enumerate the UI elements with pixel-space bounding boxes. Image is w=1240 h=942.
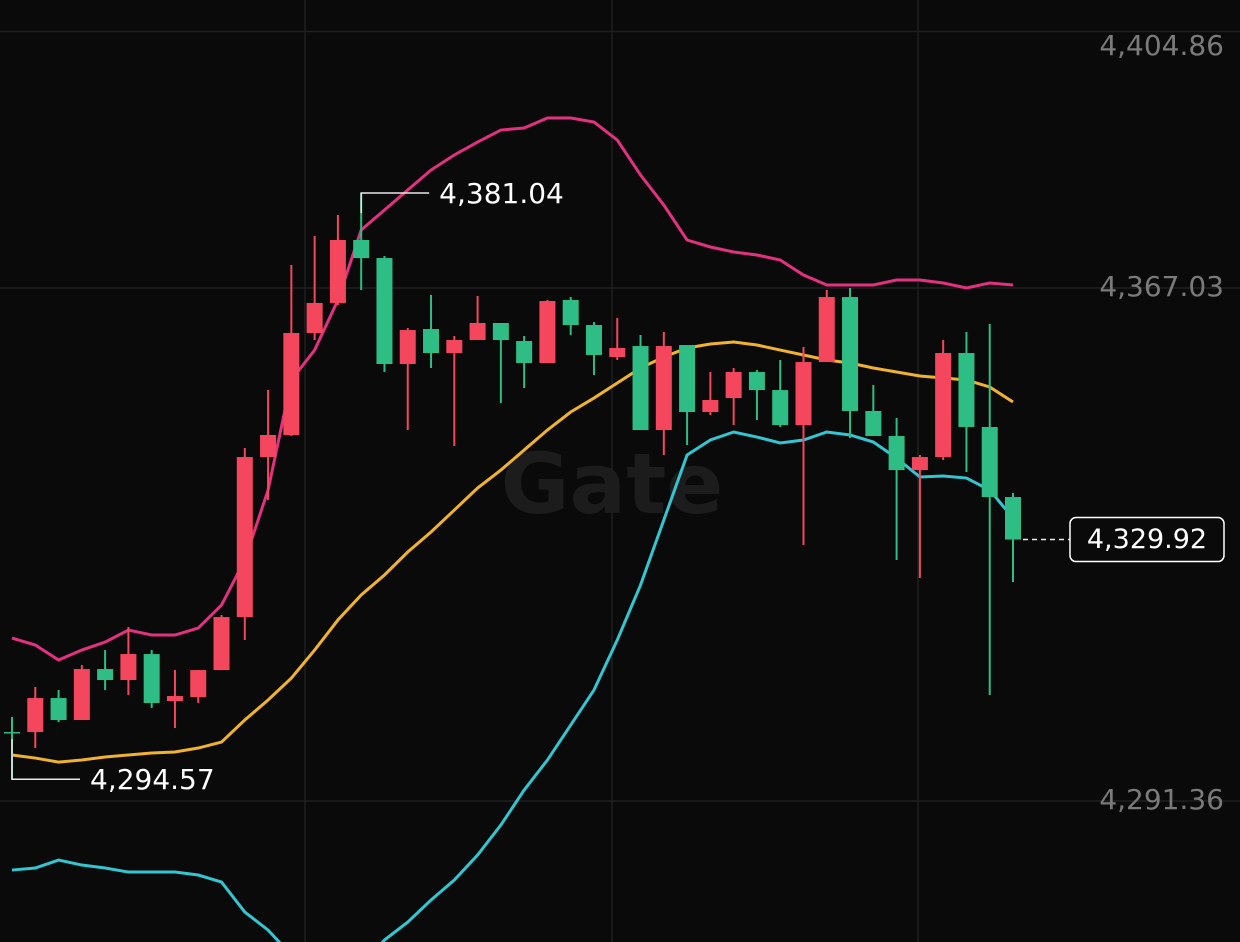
candle-body — [469, 322, 486, 341]
candle-body — [725, 372, 742, 399]
candle-body — [213, 617, 230, 671]
annotation-label: 4,381.04 — [439, 177, 564, 210]
candle-body — [4, 732, 20, 734]
candle-body — [842, 297, 859, 411]
candle-body — [143, 654, 160, 704]
y-tick-label: 4,404.86 — [1099, 29, 1224, 62]
candle-body — [120, 654, 137, 681]
indicator-line — [11, 430, 1015, 942]
candle-body — [190, 670, 207, 698]
candle-body — [166, 696, 183, 702]
candle-body — [353, 240, 370, 259]
candle-body — [795, 362, 812, 426]
candle-body — [702, 400, 719, 413]
annotation-line — [360, 192, 430, 213]
candle-body — [981, 426, 998, 498]
last-price-label: 4,329.92 — [1087, 524, 1207, 555]
candle-body — [818, 297, 835, 363]
candle-body — [958, 353, 975, 427]
candle-body — [1005, 497, 1021, 540]
candle-body — [446, 340, 463, 354]
candle-body — [283, 333, 300, 435]
candle-body — [97, 669, 114, 681]
candle-body — [50, 698, 67, 721]
indicator-line — [11, 116, 1014, 662]
candle-body — [423, 329, 440, 354]
candle-body — [236, 457, 253, 618]
candle-body — [306, 302, 323, 334]
y-tick-label: 4,291.36 — [1099, 783, 1224, 816]
candle-body — [539, 301, 556, 363]
candle-body — [772, 390, 789, 426]
candle-body — [655, 346, 672, 431]
candle-body — [748, 372, 765, 391]
candle-body — [27, 698, 44, 733]
candle-body — [260, 434, 277, 458]
candle-body — [888, 436, 905, 471]
candle-body — [935, 353, 952, 458]
watermark: Gate — [501, 435, 724, 533]
candle-body — [399, 330, 416, 365]
candle-body — [562, 300, 579, 326]
candle-body — [632, 346, 649, 431]
y-tick-label: 4,367.03 — [1099, 270, 1224, 303]
candle-body — [609, 348, 626, 358]
candle-body — [679, 345, 696, 413]
candle-body — [73, 669, 90, 721]
annotation-label: 4,294.57 — [90, 763, 215, 796]
candle-body — [585, 325, 602, 355]
candle-body — [492, 322, 509, 341]
candle-body — [329, 240, 346, 303]
candle-body — [376, 258, 393, 365]
candle-body — [516, 341, 533, 363]
last-price-box — [1069, 516, 1225, 563]
candle-body — [865, 410, 882, 437]
candle-body — [911, 457, 928, 471]
annotation-line — [11, 739, 80, 780]
